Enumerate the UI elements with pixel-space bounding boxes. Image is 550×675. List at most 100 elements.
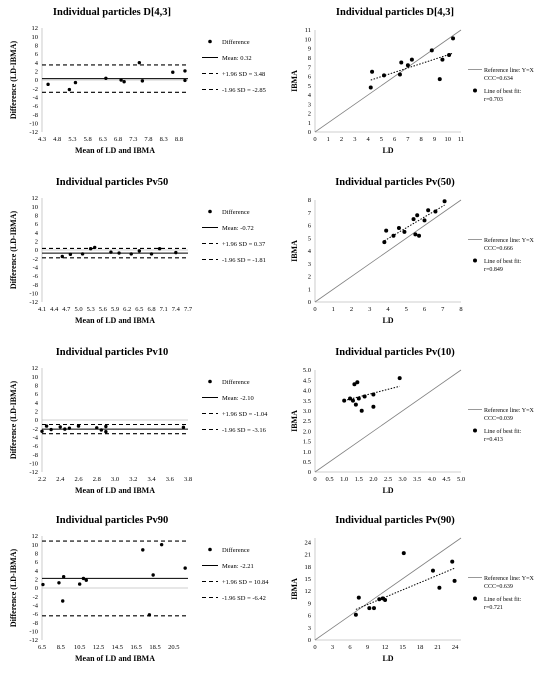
data-point: [157, 247, 162, 251]
reference-line: [314, 369, 462, 473]
data-point: [442, 199, 447, 204]
x-tick-label: 2.8: [93, 476, 101, 483]
legend-fit: Line of best fit:: [484, 428, 521, 435]
x-tick-label: 21: [434, 644, 441, 651]
data-point: [353, 612, 358, 617]
y-tick-label: 10: [32, 204, 39, 211]
data-point: [371, 392, 376, 397]
x-tick-label: 6.5: [135, 306, 143, 313]
y-tick-label: 6: [308, 74, 312, 81]
legend-r: r=0.413: [484, 437, 503, 443]
data-point: [76, 424, 81, 428]
x-axis-label: LD: [382, 316, 393, 325]
x-tick-label: 7: [441, 306, 445, 313]
y-axis-label: Difference (LD-IBMA): [9, 41, 18, 120]
legend-mean: Mean: -2.21: [222, 563, 254, 570]
chart-title: Individual particles D[4,3]: [53, 7, 171, 18]
legend-fit: Line of best fit:: [484, 258, 521, 265]
x-tick-label: 8: [459, 306, 462, 313]
legend-ccc: CCC=0.666: [484, 246, 513, 252]
y-tick-label: 4.5: [303, 377, 311, 384]
x-tick-label: 18.5: [149, 644, 160, 651]
legend-difference: Difference: [222, 379, 250, 386]
data-point: [399, 60, 404, 65]
y-tick-label: 6: [308, 613, 312, 620]
x-tick-label: 4.5: [442, 476, 450, 483]
x-tick-label: 2.0: [369, 476, 377, 483]
data-point: [368, 85, 373, 90]
data-point: [183, 69, 187, 73]
y-tick-label: -4: [33, 435, 39, 442]
data-point: [356, 396, 361, 401]
data-point: [359, 408, 364, 413]
data-point: [44, 424, 49, 428]
x-tick-label: 5.0: [457, 476, 465, 483]
data-point: [60, 254, 64, 259]
data-point: [451, 36, 456, 41]
y-tick-label: -12: [29, 129, 38, 136]
y-tick-label: 6: [35, 51, 39, 58]
x-tick-label: 5.3: [68, 136, 76, 143]
legend-lower: -1.96 SD = -1.81: [222, 257, 266, 264]
y-tick-label: 1.5: [303, 439, 311, 446]
y-tick-label: 12: [32, 25, 39, 32]
x-tick-label: 1.0: [340, 476, 348, 483]
legend-reference: Reference line: Y=X: [484, 67, 534, 74]
y-tick-label: 8: [35, 383, 38, 390]
x-axis-label: LD: [382, 146, 393, 155]
x-tick-label: 4.8: [53, 136, 61, 143]
y-tick-label: 8: [308, 55, 311, 62]
x-tick-label: 6.8: [147, 306, 155, 313]
chart-title: Individual particles Pv(50): [335, 177, 455, 188]
legend-difference: Difference: [222, 547, 250, 554]
x-tick-label: 2: [340, 136, 343, 143]
y-tick-label: 8: [308, 197, 311, 204]
data-point: [422, 218, 427, 223]
y-tick-label: 2: [35, 577, 38, 584]
y-tick-label: 18: [305, 564, 312, 571]
x-axis-label: Mean of LD and IBMA: [75, 316, 155, 325]
y-tick-label: 3: [308, 101, 311, 108]
y-tick-label: 4: [35, 60, 39, 67]
data-point: [104, 424, 108, 429]
data-point: [81, 576, 86, 581]
y-tick-label: 4: [308, 92, 312, 99]
y-tick-label: 15: [305, 576, 312, 583]
x-tick-label: 12.5: [93, 644, 104, 651]
x-tick-label: 16.5: [131, 644, 142, 651]
y-tick-label: 8: [35, 43, 38, 50]
data-point: [58, 425, 62, 429]
x-tick-label: 6.2: [123, 306, 131, 313]
legend-r: r=0.721: [484, 605, 503, 611]
y-tick-label: 6: [35, 391, 39, 398]
x-tick-label: 12: [382, 644, 389, 651]
x-axis-label: Mean of LD and IBMA: [75, 654, 155, 663]
data-point: [437, 77, 442, 82]
y-tick-label: -6: [33, 273, 39, 280]
x-tick-label: 18: [417, 644, 424, 651]
y-tick-label: -12: [29, 637, 38, 644]
x-tick-label: 3.4: [147, 476, 156, 483]
y-tick-label: 0: [308, 637, 311, 644]
data-point: [129, 252, 133, 256]
data-point: [440, 57, 445, 62]
y-tick-label: -12: [29, 299, 38, 306]
x-tick-label: 0.5: [326, 476, 334, 483]
y-axis-label: IBMA: [290, 70, 299, 92]
data-point: [77, 582, 82, 586]
y-tick-label: 0: [35, 417, 38, 424]
x-tick-label: 6: [393, 136, 397, 143]
legend-fit: Line of best fit:: [484, 596, 521, 603]
data-point: [447, 53, 452, 58]
x-tick-label: 3.8: [184, 476, 192, 483]
x-tick-label: 8: [420, 136, 423, 143]
legend-reference: Reference line: Y=X: [484, 575, 534, 582]
y-tick-label: -8: [33, 112, 38, 119]
data-point: [355, 380, 360, 385]
legend-reference: Reference line: Y=X: [484, 237, 534, 244]
data-point: [437, 585, 442, 590]
chart-title: Individual particles Pv(90): [335, 515, 455, 526]
x-tick-label: 5: [405, 306, 408, 313]
legend-mean: Mean: -2.10: [222, 395, 254, 402]
y-tick-label: 7: [308, 210, 312, 217]
